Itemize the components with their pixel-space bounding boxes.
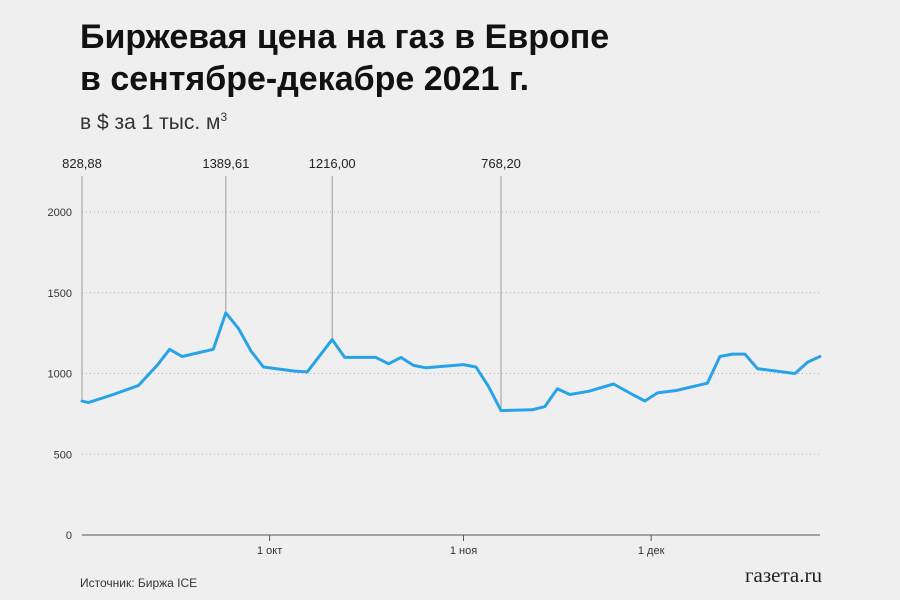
source-note: Источник: Биржа ICE: [80, 576, 198, 590]
annotation-label-0: 828,88: [62, 156, 102, 171]
chart-title-line-2: в сентябре-декабре 2021 г.: [80, 60, 530, 98]
x-tick-label-2: 1 дек: [638, 545, 665, 557]
series-group: [80, 311, 822, 413]
y-tick-label-1500: 1500: [48, 288, 72, 300]
y-axis: 0 500 1000 1500 2000: [48, 207, 72, 542]
subtitle-superscript: 3: [220, 110, 228, 124]
chart-subtitle: в $ за 1 тыс. м3: [80, 110, 227, 135]
annotation-label-1: 1389,61: [202, 156, 249, 171]
y-tick-label-500: 500: [54, 449, 72, 461]
annotation-label-3: 768,20: [481, 156, 521, 171]
y-tick-label-0: 0: [66, 530, 72, 542]
x-tick-label-0: 1 окт: [257, 545, 282, 557]
chart-title-line-1: Биржевая цена на газ в Европе: [80, 18, 610, 56]
subtitle-text: в $ за 1 тыс. м: [80, 111, 221, 134]
annotations: 828,88 1389,61 1216,00 768,20: [62, 156, 521, 411]
gazeta-logo: газета.ru: [744, 563, 822, 587]
x-axis: 1 окт 1 ноя 1 дек: [257, 535, 665, 557]
y-tick-label-2000: 2000: [48, 207, 72, 219]
y-tick-label-1000: 1000: [48, 369, 72, 381]
grid-lines: [82, 211, 820, 536]
price-line-0: [80, 311, 822, 413]
chart-title: Биржевая цена на газ в Европе в сентябре…: [80, 16, 609, 100]
x-tick-label-1: 1 ноя: [450, 545, 477, 557]
annotation-label-2: 1216,00: [309, 156, 356, 171]
